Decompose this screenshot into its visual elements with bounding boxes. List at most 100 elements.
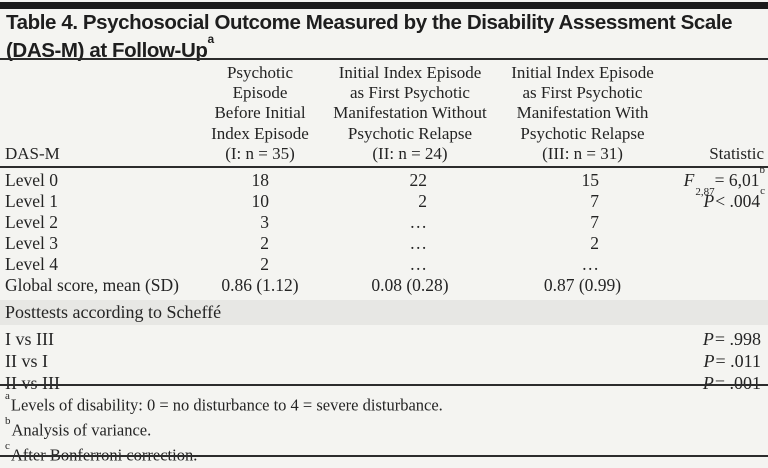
bottom-rule: [0, 455, 768, 457]
p-value: = .011: [715, 351, 761, 371]
header-statistic: Statistic: [709, 143, 764, 163]
header-das-m: DAS-M: [5, 143, 60, 163]
cell-ellipsis: …: [409, 212, 428, 232]
p-symbol: P: [702, 373, 714, 393]
header-group-i-line: Psychotic: [226, 62, 294, 82]
cell-empty: [670, 212, 768, 233]
f-footnote-marker: b: [759, 164, 766, 177]
table-title-line2: (DAS-M) at Follow-Upa: [6, 32, 764, 62]
cell-value: 22: [409, 170, 428, 190]
posttest-p-value: P= .998: [703, 328, 768, 350]
row-label: Level 3: [5, 233, 58, 253]
row-label: Level 4: [5, 254, 58, 274]
footnotes: aLevels of disability: 0 = no disturbanc…: [0, 390, 765, 466]
rule-below-header: [0, 166, 768, 168]
header-group-i-line: Index Episode: [211, 123, 309, 143]
header-group-ii-line: as First Psychotic: [350, 83, 470, 103]
p-value: = .998: [714, 329, 761, 349]
posttest-row-ii-vs-i: II vs I P= .011: [0, 350, 768, 372]
header-group-ii-line: Initial Index Episode: [338, 62, 482, 82]
row-label: Level 0: [5, 170, 58, 190]
posttest-label: I vs III: [5, 329, 54, 349]
posttests-section-label: Posttests according to Scheffé: [5, 302, 222, 322]
header-group-i-line: Episode: [232, 83, 288, 103]
cell-value: 2: [418, 191, 427, 211]
footnote-text: Analysis of variance.: [11, 420, 152, 440]
cell-p-statistic: P< .004c: [670, 186, 768, 212]
cell-ellipsis: …: [409, 233, 428, 253]
p-footnote-marker: c: [760, 185, 765, 198]
header-group-ii: Initial Index Episode as First Psychotic…: [325, 62, 495, 164]
header-group-ii-line: Manifestation Without: [333, 103, 487, 123]
table-row-level-2: Level 2 3 … 7: [0, 212, 768, 233]
cell-empty: [670, 233, 768, 254]
f-value: = 6,01: [714, 170, 760, 190]
posttest-label: II vs III: [5, 373, 60, 393]
cell-value: 15: [581, 170, 600, 190]
cell-value: 7: [590, 191, 599, 211]
cell-empty: [670, 275, 768, 296]
posttest-p-value: P= .001: [703, 372, 768, 394]
p-value: < .004: [715, 191, 761, 211]
table-title-line2-text: (DAS-M) at Follow-Up: [6, 38, 208, 62]
f-symbol: F: [683, 170, 695, 190]
table-row-level-4: Level 4 2 … …: [0, 254, 768, 275]
footnote-c: cAfter Bonferroni correction.: [5, 440, 765, 466]
posttest-row-i-vs-iii: I vs III P= .998: [0, 328, 768, 350]
header-group-ii-line: Psychotic Relapse: [347, 123, 473, 143]
posttest-p-value: P= .011: [704, 350, 768, 372]
table-row-level-0: Level 0 18 22 15 F2,87= 6,01b: [0, 165, 768, 197]
cell-value: 2: [260, 254, 269, 274]
header-group-i: Psychotic Episode Before Initial Index E…: [195, 62, 325, 164]
footnote-text: Levels of disability: 0 = no disturbance…: [10, 395, 443, 415]
row-label: Level 2: [5, 212, 58, 232]
table-row-global-score: Global score, mean (SD) 0.86 (1.12) 0.08…: [0, 275, 768, 296]
header-group-iii-n: (III: n = 31): [542, 143, 623, 163]
header-group-iii-line: as First Psychotic: [522, 83, 643, 103]
p-symbol: P: [703, 351, 715, 371]
table-title: Table 4. Psychosocial Outcome Measured b…: [6, 11, 764, 62]
p-value: = .001: [714, 373, 761, 393]
cell-value: 3: [260, 212, 269, 232]
row-label: Global score, mean (SD): [5, 275, 179, 295]
footnote-marker: a: [5, 390, 10, 402]
footnote-marker: b: [5, 415, 11, 427]
row-label: Level 1: [5, 191, 58, 211]
header-group-iii: Initial Index Episode as First Psychotic…: [495, 62, 670, 164]
table-title-footnote-marker: a: [207, 32, 215, 46]
cell-f-statistic: F2,87= 6,01b: [670, 165, 768, 197]
p-symbol: P: [703, 191, 715, 211]
footnote-b: bAnalysis of variance.: [5, 415, 765, 441]
header-group-i-line: Before Initial: [214, 103, 306, 123]
footnote-a: aLevels of disability: 0 = no disturbanc…: [5, 390, 765, 416]
header-group-i-n: (I: n = 35): [225, 143, 295, 163]
footnote-marker: c: [5, 440, 10, 452]
cell-mean-sd: 0.08 (0.28): [371, 275, 449, 295]
posttests-section-band: Posttests according to Scheffé: [0, 300, 768, 325]
header-group-iii-line: Initial Index Episode: [511, 62, 654, 82]
cell-value: 2: [260, 233, 269, 253]
cell-empty: [670, 254, 768, 275]
cell-value: 7: [590, 212, 599, 232]
p-symbol: P: [702, 329, 714, 349]
posttest-label: II vs I: [5, 351, 48, 371]
table-row-level-1: Level 1 10 2 7 P< .004c: [0, 186, 768, 212]
header-group-ii-n: (II: n = 24): [372, 143, 448, 163]
table-header: DAS-M Psychotic Episode Before Initial I…: [0, 62, 768, 164]
header-group-iii-line: Manifestation With: [516, 103, 649, 123]
posttest-row-ii-vs-iii: II vs III P= .001: [0, 372, 768, 394]
cell-value: 18: [251, 170, 270, 190]
table-row-level-3: Level 3 2 … 2: [0, 233, 768, 254]
table-body: Level 0 18 22 15 F2,87= 6,01b Level 1 10…: [0, 165, 768, 296]
cell-ellipsis: …: [581, 254, 600, 274]
cell-ellipsis: …: [409, 254, 428, 274]
posttests-rows: I vs III P= .998 II vs I P= .011 II vs I…: [0, 328, 768, 394]
table-title-line1: Table 4. Psychosocial Outcome Measured b…: [6, 11, 733, 34]
rule-below-title: [0, 58, 768, 60]
cell-mean-sd: 0.87 (0.99): [543, 275, 622, 295]
header-group-iii-line: Psychotic Relapse: [520, 123, 645, 143]
cell-value: 2: [590, 233, 599, 253]
cell-mean-sd: 0.86 (1.12): [221, 275, 299, 295]
rule-below-posttests: [0, 384, 768, 386]
